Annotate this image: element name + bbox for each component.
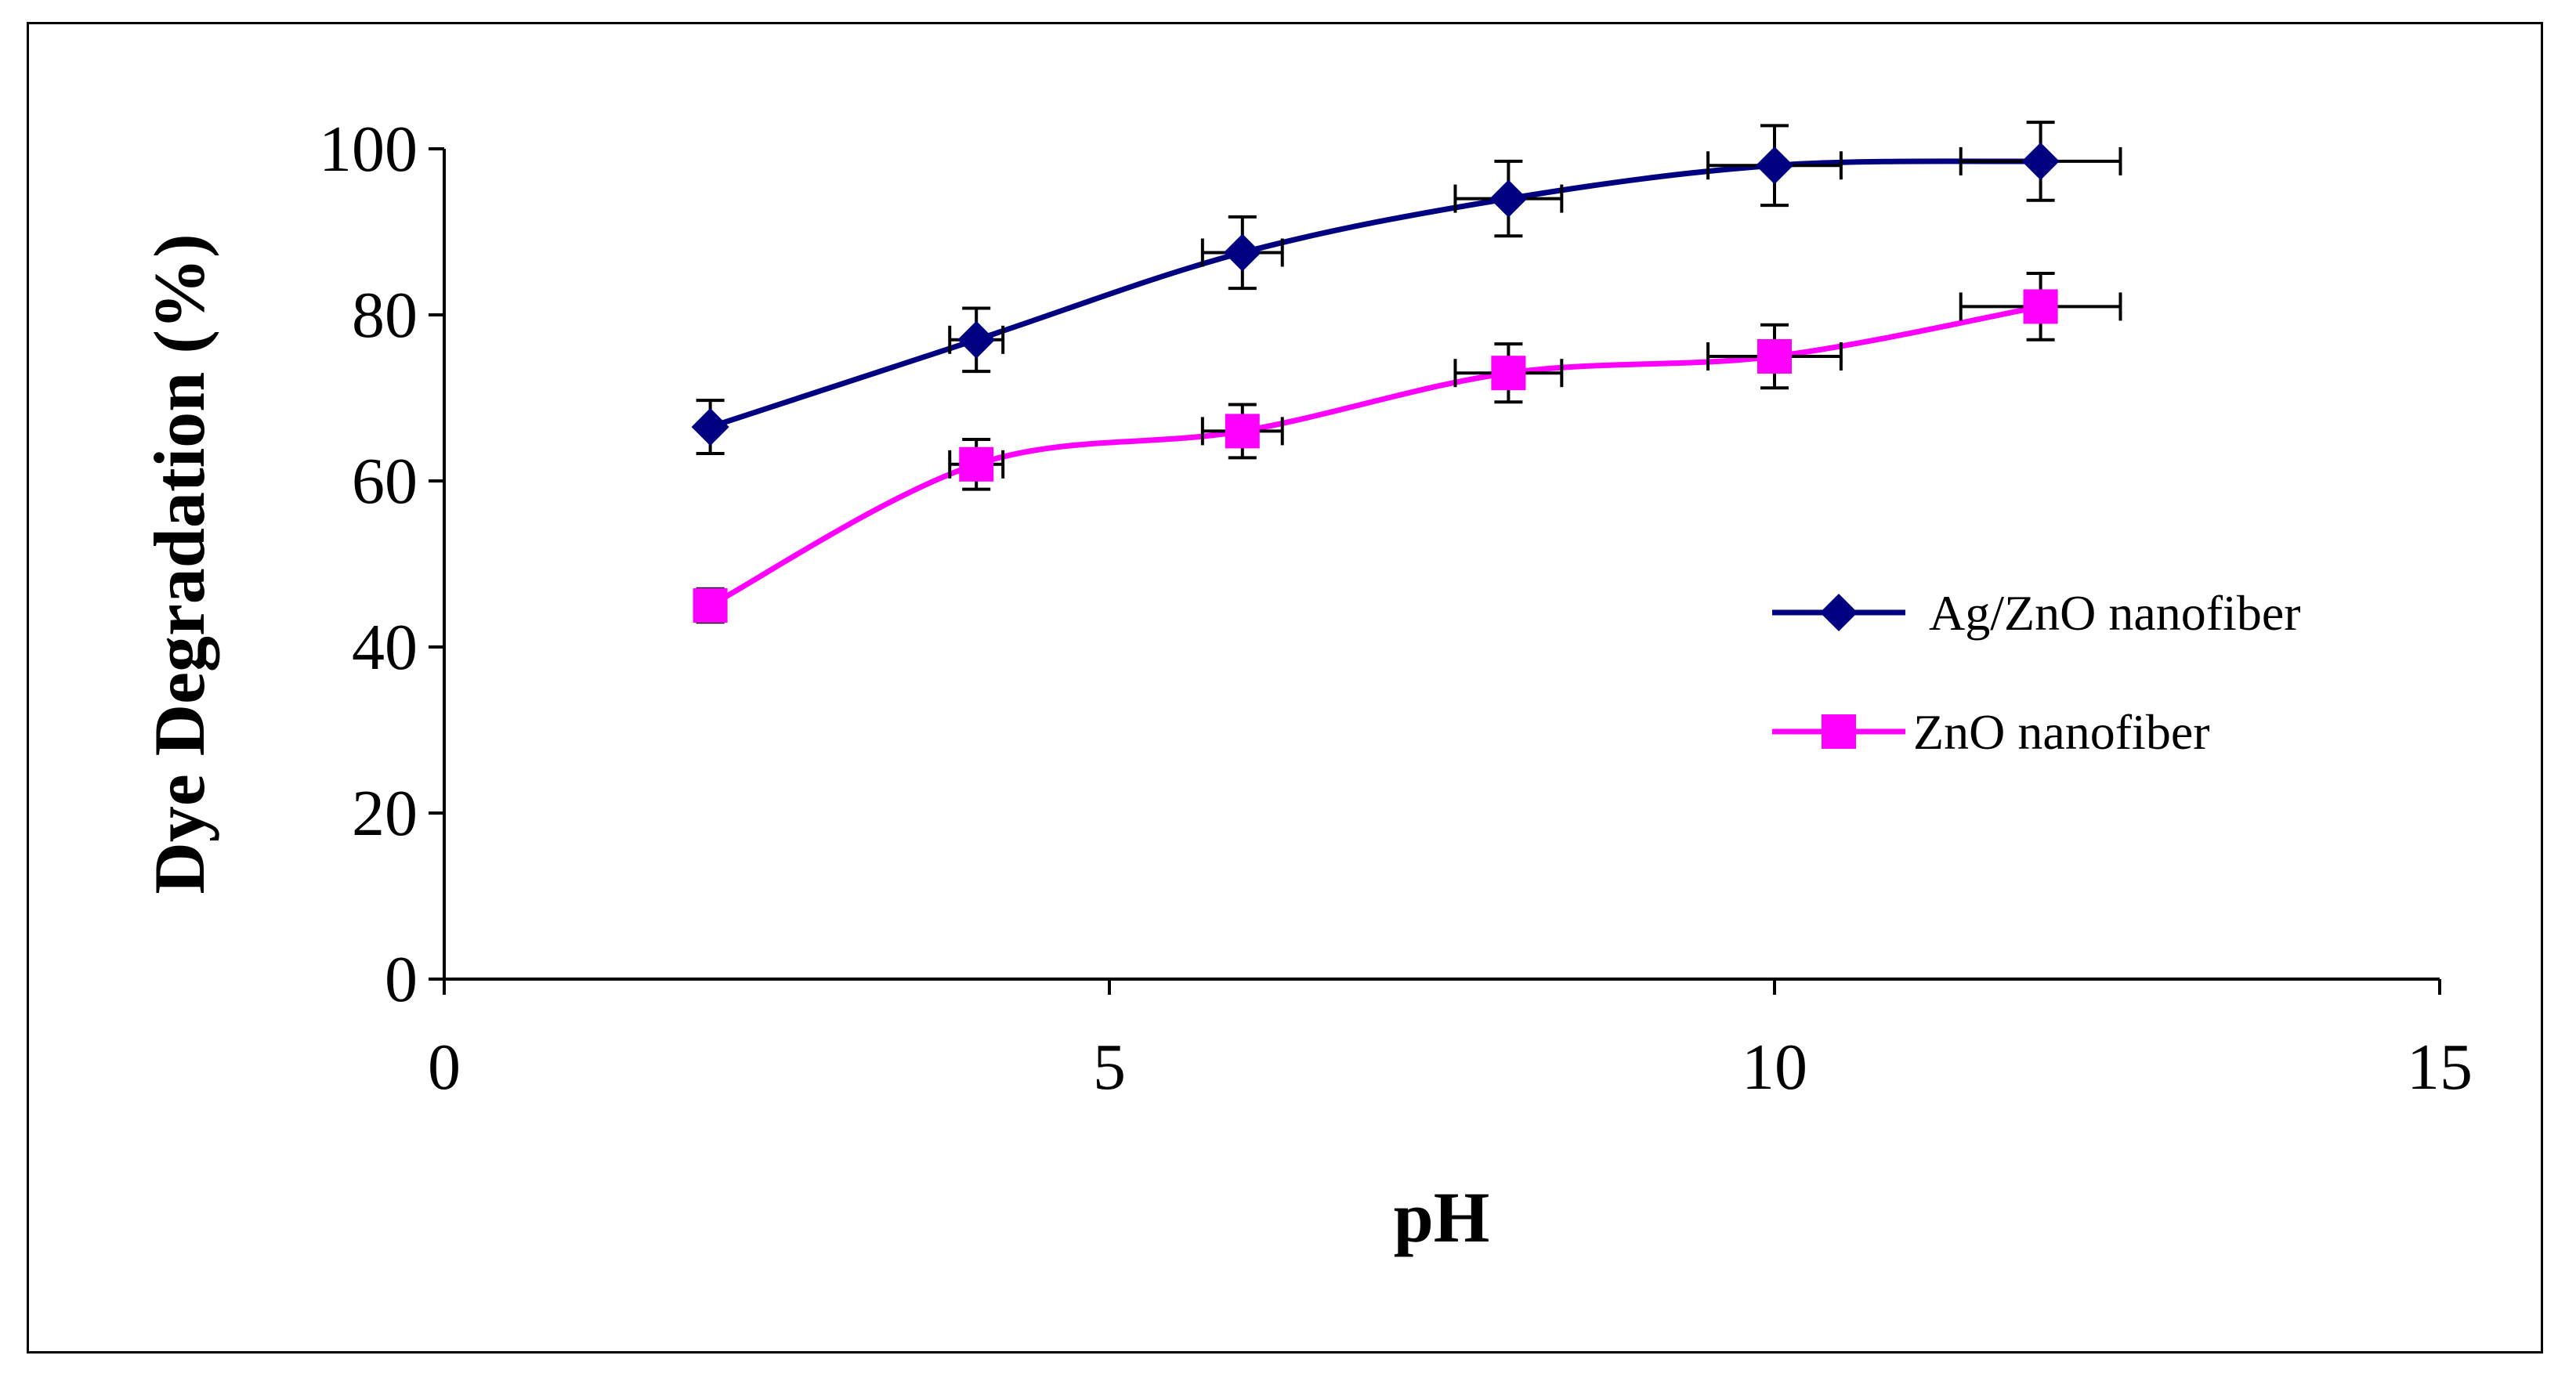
legend-marker-ag-zno	[1819, 593, 1858, 632]
series-line-ag-zno	[709, 158, 2041, 430]
legend-label-ag-zno: Ag/ZnO nanofiber	[1929, 585, 2301, 641]
legend-entry-zno: ZnO nanofiber	[1772, 704, 2210, 760]
y-tick-label: 0	[385, 943, 418, 1016]
legend: Ag/ZnO nanofiber ZnO nanofiber	[1772, 585, 2301, 760]
series-ag-zno	[691, 121, 2122, 456]
series-layer	[691, 121, 2122, 624]
y-tick-label: 40	[352, 611, 418, 684]
y-tick-label: 100	[319, 113, 418, 186]
data-point-zno	[2023, 289, 2058, 324]
y-axis-title: Dye Degradation (%)	[139, 233, 219, 894]
x-tick-label: 0	[428, 1031, 461, 1104]
data-point-ag-zno	[957, 320, 996, 359]
data-point-ag-zno	[1223, 233, 1261, 272]
axes-layer: 0 20 40 60 80 100 0 5 10 15	[319, 113, 2473, 1104]
y-tick-label: 20	[352, 777, 418, 850]
legend-entry-ag-zno: Ag/ZnO nanofiber	[1772, 585, 2301, 641]
data-point-ag-zno	[1489, 179, 1528, 218]
data-point-zno	[1491, 356, 1526, 391]
data-point-zno	[1225, 414, 1260, 449]
data-point-ag-zno	[691, 408, 729, 446]
legend-label-zno: ZnO nanofiber	[1913, 704, 2210, 760]
x-tick-label: 15	[2407, 1031, 2473, 1104]
x-tick-label: 10	[1742, 1031, 1807, 1104]
series-line-zno	[708, 303, 2042, 609]
data-point-zno	[1757, 339, 1792, 374]
y-tick-label: 80	[352, 279, 418, 352]
y-tick-label: 60	[352, 445, 418, 518]
legend-marker-zno	[1822, 714, 1856, 749]
data-point-ag-zno	[1755, 146, 1794, 185]
data-point-zno	[693, 588, 728, 623]
x-tick-label: 5	[1093, 1031, 1126, 1104]
data-point-zno	[959, 446, 994, 482]
series-zno	[693, 272, 2122, 624]
data-point-ag-zno	[2021, 142, 2060, 180]
x-axis-title: pH	[1394, 1177, 1490, 1257]
